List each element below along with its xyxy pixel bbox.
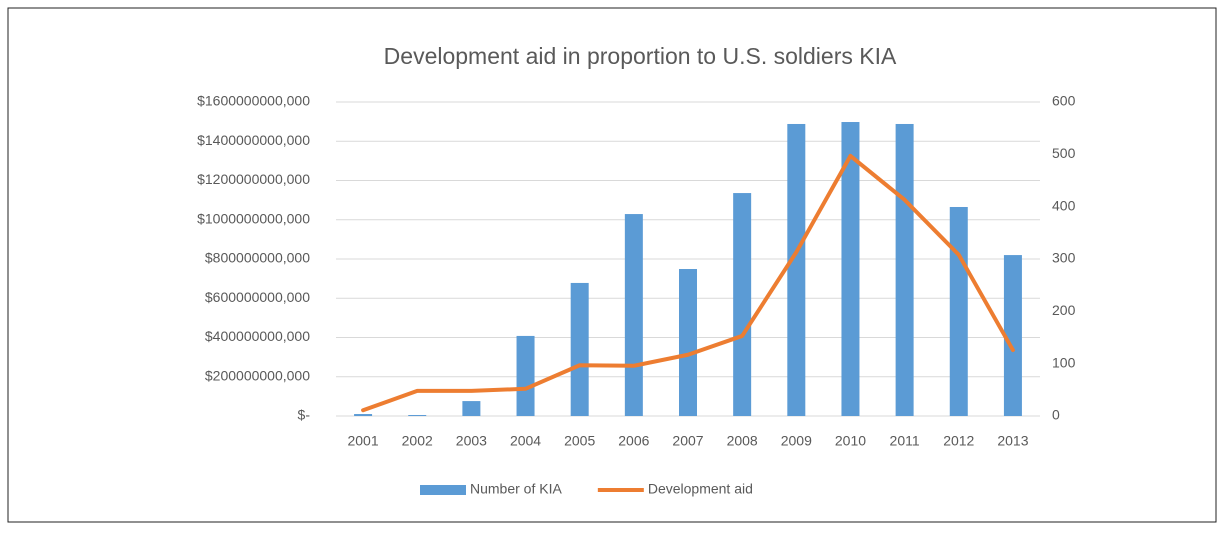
bar [408, 415, 427, 416]
y-tick-label: $1600000000,000 [197, 93, 310, 109]
y2-tick-label: 400 [1052, 197, 1076, 213]
y2-tick-label: 500 [1052, 145, 1076, 161]
x-tick-label: 2007 [672, 433, 703, 449]
bar [733, 193, 752, 416]
bar [841, 122, 860, 416]
legend-label: Number of KIA [470, 481, 562, 497]
y-tick-label: $800000000,000 [205, 250, 310, 266]
line [361, 153, 1015, 413]
x-tick-label: 2009 [781, 433, 812, 449]
y-tick-label: $1400000000,000 [197, 132, 310, 148]
y-tick-label: $600000000,000 [205, 289, 310, 305]
y2-tick-label: 0 [1052, 407, 1060, 423]
legend-swatch [420, 485, 466, 495]
bar [787, 123, 806, 416]
bar [949, 206, 968, 416]
x-tick-label: 2001 [347, 433, 378, 449]
legend-label: Development aid [648, 481, 753, 497]
bar [624, 214, 643, 416]
chart-title: Development aid in proportion to U.S. so… [384, 43, 897, 69]
bar [679, 269, 697, 416]
y2-tick-label: 600 [1052, 93, 1076, 109]
bar [1003, 255, 1022, 416]
bar [570, 282, 589, 416]
x-tick-label: 2002 [402, 433, 433, 449]
y-tick-label: $- [298, 407, 311, 423]
y-tick-label: $1200000000,000 [197, 171, 310, 187]
y-tick-label: $200000000,000 [205, 367, 310, 383]
x-tick-label: 2010 [835, 433, 866, 449]
x-tick-label: 2011 [890, 433, 920, 449]
bar [462, 401, 481, 416]
x-tick-label: 2006 [618, 433, 649, 449]
bar [354, 414, 373, 416]
x-tick-label: 2013 [997, 433, 1028, 449]
x-tick-label: 2005 [564, 433, 595, 449]
bar [895, 123, 914, 416]
y-tick-label: $1000000000,000 [197, 210, 310, 226]
x-tick-label: 2012 [943, 433, 974, 449]
chart-border [7, 7, 1217, 523]
x-tick-label: 2008 [727, 433, 758, 449]
y-tick-label: $400000000,000 [205, 328, 310, 344]
y2-tick-label: 300 [1052, 250, 1076, 266]
x-tick-label: 2004 [510, 433, 541, 449]
x-tick-label: 2003 [456, 433, 487, 449]
y2-tick-label: 100 [1052, 354, 1076, 370]
bar [516, 335, 535, 416]
y2-tick-label: 200 [1052, 302, 1076, 318]
